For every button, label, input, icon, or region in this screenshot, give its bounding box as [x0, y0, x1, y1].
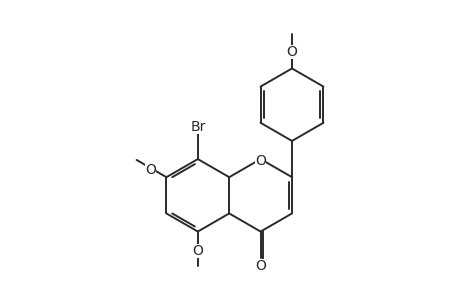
Text: O: O [192, 244, 203, 258]
Text: Br: Br [190, 120, 205, 134]
Text: O: O [286, 45, 297, 59]
Text: O: O [145, 163, 156, 177]
Text: O: O [255, 259, 265, 273]
Text: O: O [255, 154, 265, 168]
